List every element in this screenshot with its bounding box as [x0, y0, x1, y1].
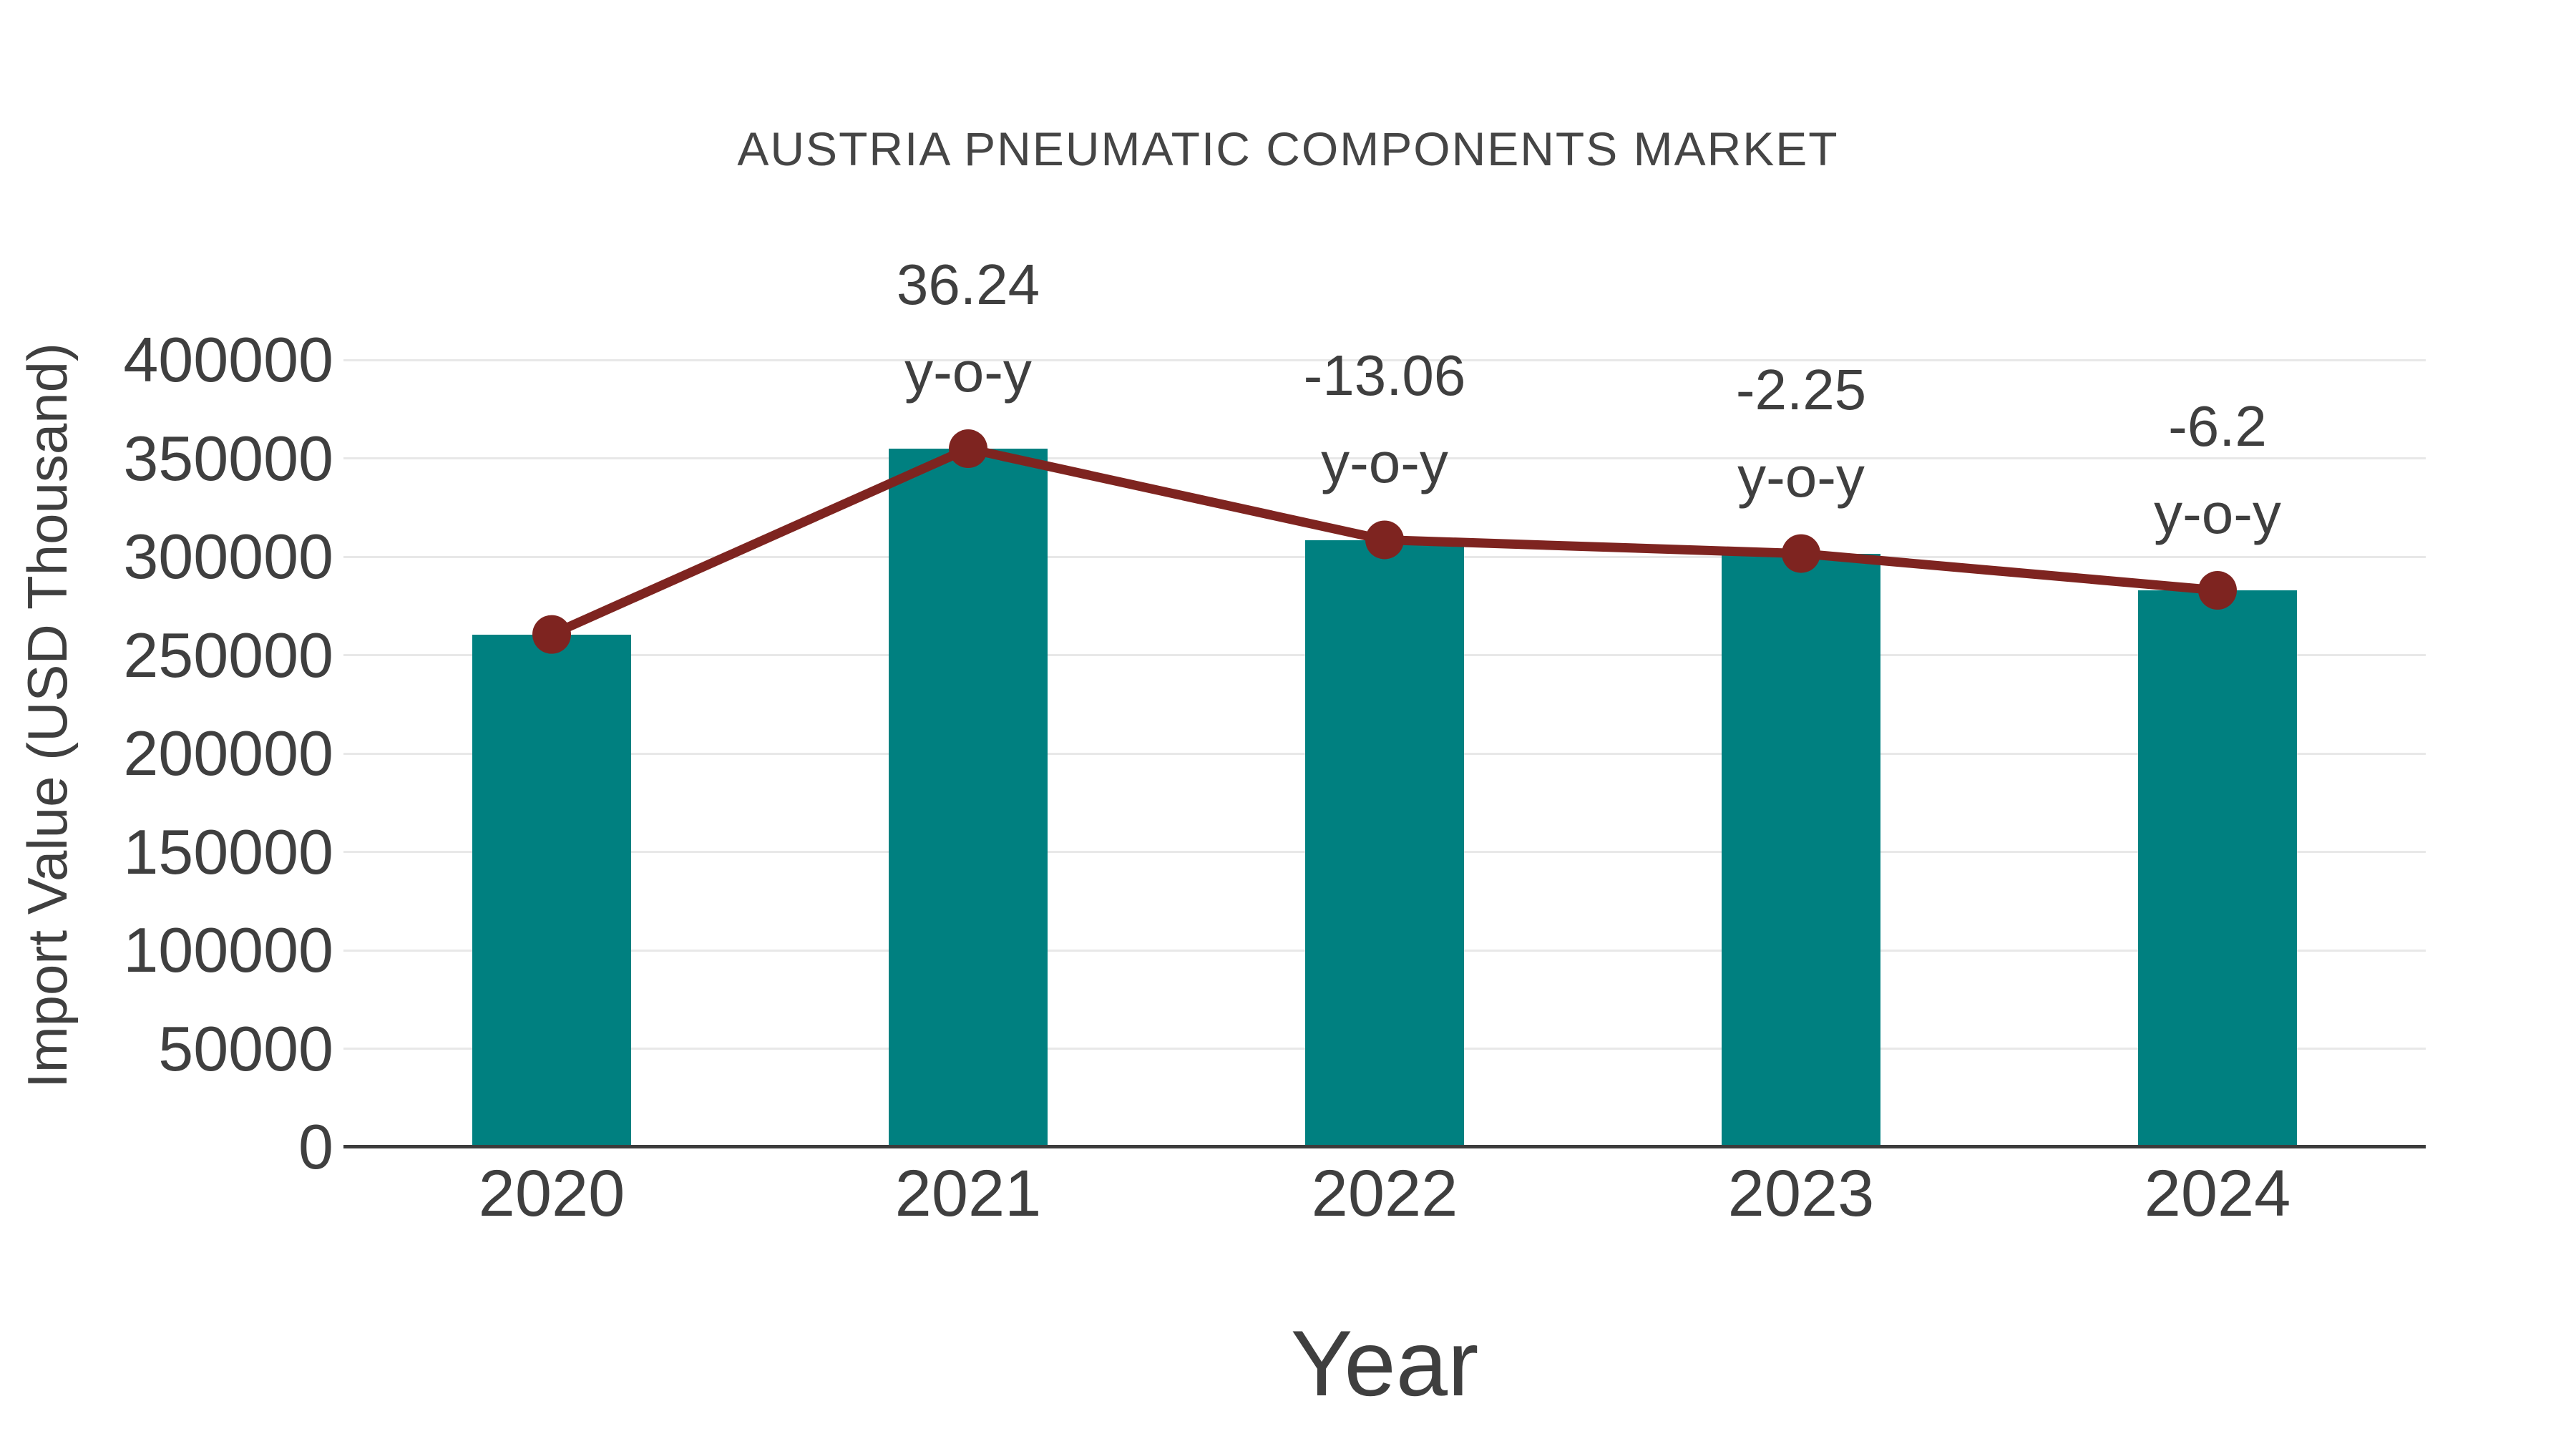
gridline-y-400000 — [343, 358, 2426, 361]
y-tick-label-100000: 100000 — [123, 914, 333, 985]
bar-2024 — [2138, 590, 2297, 1147]
gridline-y-350000 — [343, 457, 2426, 459]
x-axis-title: Year — [1290, 1311, 1479, 1415]
data-point-marker-2023 — [1782, 534, 1820, 573]
bar-2022 — [1305, 540, 1464, 1147]
point-label-2024: -6.2 y-o-y — [2003, 383, 2432, 557]
x-tick-label-2021: 2021 — [894, 1157, 1042, 1230]
y-tick-label-200000: 200000 — [123, 718, 333, 789]
y-tick-label-150000: 150000 — [123, 816, 333, 887]
y-tick-label-350000: 350000 — [123, 422, 333, 494]
point-label-2022: -13.06 y-o-y — [1170, 332, 1599, 507]
yoy-line-layer — [532, 429, 2237, 654]
point-label-2021: 36.24 y-o-y — [753, 241, 1183, 416]
y-tick-label-0: 0 — [298, 1111, 333, 1182]
point-label-value: -13.06 — [1303, 343, 1466, 408]
point-label-suffix: y-o-y — [2154, 482, 2281, 546]
x-axis-line — [343, 1145, 2426, 1148]
data-point-marker-2024 — [2198, 571, 2237, 610]
point-label-2023: -2.25 y-o-y — [1586, 346, 2016, 521]
bar-2020 — [472, 634, 631, 1147]
x-tick-label-2022: 2022 — [1311, 1157, 1458, 1230]
data-point-marker-2021 — [949, 429, 987, 469]
point-label-suffix: y-o-y — [1321, 431, 1448, 495]
point-label-suffix: y-o-y — [904, 340, 1032, 404]
point-label-suffix: y-o-y — [1737, 444, 1865, 509]
y-tick-label-50000: 50000 — [158, 1013, 333, 1084]
data-point-marker-2020 — [532, 615, 571, 654]
bar-2023 — [1722, 553, 1880, 1147]
plot-area — [343, 358, 2426, 1148]
point-label-value: 36.24 — [896, 253, 1040, 317]
x-tick-label-2023: 2023 — [1727, 1157, 1875, 1230]
x-tick-label-2020: 2020 — [478, 1157, 625, 1230]
y-tick-label-400000: 400000 — [123, 324, 333, 395]
point-label-value: -6.2 — [2168, 394, 2267, 459]
x-tick-label-2024: 2024 — [2144, 1157, 2291, 1230]
bar-2021 — [889, 449, 1048, 1147]
chart-title: AUSTRIA PNEUMATIC COMPONENTS MARKET — [737, 122, 1839, 175]
data-point-marker-2022 — [1365, 520, 1404, 560]
point-label-value: -2.25 — [1735, 357, 1867, 421]
y-tick-label-300000: 300000 — [123, 521, 333, 592]
y-tick-label-250000: 250000 — [123, 619, 333, 691]
